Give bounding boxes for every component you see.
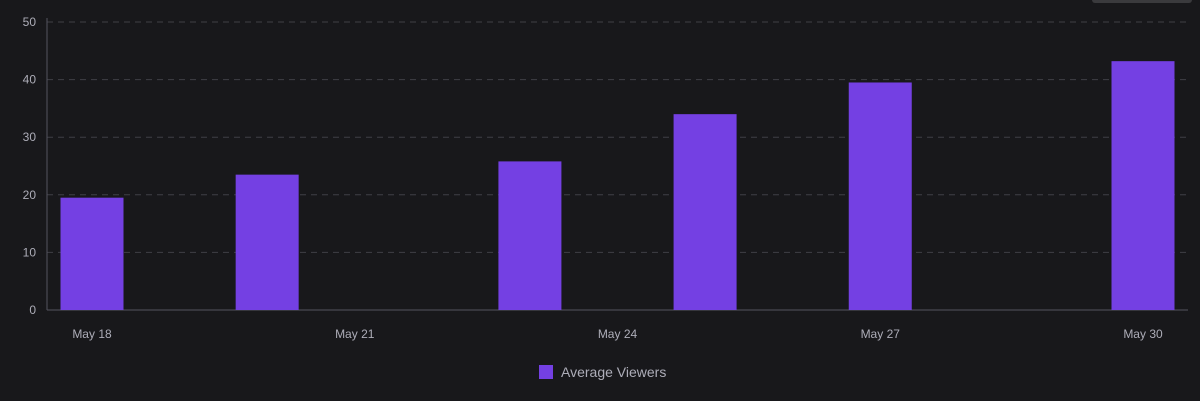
bar-may-20 — [235, 174, 299, 310]
y-tick-label-20: 20 — [23, 188, 37, 202]
legend-label-average-viewers[interactable]: Average Viewers — [561, 364, 666, 380]
y-tick-label-40: 40 — [23, 73, 37, 87]
corner-button[interactable] — [1092, 0, 1192, 3]
y-axis-tick-labels: 0 10 20 30 40 50 — [23, 15, 37, 317]
x-axis-tick-labels: May 18 May 21 May 24 May 27 May 30 — [72, 327, 1163, 341]
bar-may-18 — [60, 197, 124, 310]
x-tick-label-may-27: May 27 — [861, 327, 901, 341]
x-tick-label-may-24: May 24 — [598, 327, 638, 341]
bar-may-30 — [1111, 61, 1175, 310]
bar-may-23 — [498, 161, 562, 310]
x-tick-label-may-30: May 30 — [1123, 327, 1163, 341]
x-tick-label-may-21: May 21 — [335, 327, 375, 341]
y-tick-label-10: 10 — [23, 245, 37, 259]
y-tick-label-0: 0 — [29, 303, 36, 317]
x-tick-label-may-18: May 18 — [72, 327, 112, 341]
y-tick-label-50: 50 — [23, 15, 37, 29]
y-tick-label-30: 30 — [23, 130, 37, 144]
grid-lines — [47, 21, 1188, 253]
legend[interactable]: Average Viewers — [539, 364, 666, 380]
bar-may-25 — [673, 114, 737, 310]
bars — [60, 61, 1175, 310]
bar-may-27 — [848, 82, 912, 310]
axes — [46, 18, 1188, 311]
legend-swatch-average-viewers[interactable] — [539, 365, 553, 379]
